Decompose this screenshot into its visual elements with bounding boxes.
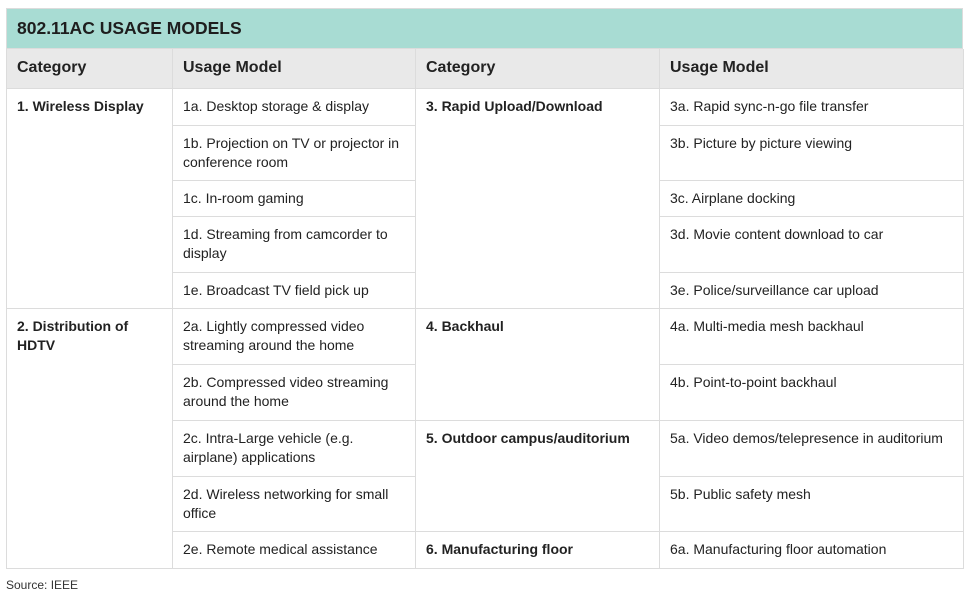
usage-model-cell: 1a. Desktop storage & display	[173, 89, 416, 126]
usage-model-cell: 3b. Picture by picture viewing	[660, 126, 964, 181]
usage-model-cell: 2c. Intra-Large vehicle (e.g. airplane) …	[173, 421, 416, 477]
usage-model-cell: 1d. Streaming from camcorder to display	[173, 217, 416, 273]
category-cell: 5. Outdoor campus/auditorium	[416, 421, 660, 532]
usage-model-cell: 5b. Public safety mesh	[660, 477, 964, 532]
header-category-left: Category	[7, 49, 173, 89]
category-cell: 4. Backhaul	[416, 309, 660, 421]
category-cell: 6. Manufacturing floor	[416, 532, 660, 569]
usage-model-cell: 2e. Remote medical assistance	[173, 532, 416, 569]
header-usage-model-right: Usage Model	[660, 49, 964, 89]
usage-model-cell: 1b. Projection on TV or projector in con…	[173, 126, 416, 181]
header-usage-model-left: Usage Model	[173, 49, 416, 89]
usage-model-cell: 3e. Police/surveillance car upload	[660, 273, 964, 309]
usage-model-cell: 3a. Rapid sync-n-go file transfer	[660, 89, 964, 126]
usage-model-cell: 3d. Movie content download to car	[660, 217, 964, 273]
usage-models-table: 802.11AC USAGE MODELS Category Usage Mod…	[6, 8, 964, 569]
source-note: Source: IEEE	[6, 578, 79, 592]
usage-model-cell: 3c. Airplane docking	[660, 181, 964, 217]
usage-model-cell: 5a. Video demos/telepresence in auditori…	[660, 421, 964, 477]
table-title: 802.11AC USAGE MODELS	[6, 8, 963, 48]
usage-model-cell: 2b. Compressed video streaming around th…	[173, 365, 416, 421]
usage-model-cell: 4a. Multi-media mesh backhaul	[660, 309, 964, 365]
usage-model-cell: 4b. Point-to-point backhaul	[660, 365, 964, 421]
usage-model-cell: 1c. In-room gaming	[173, 181, 416, 217]
table-grid: Category Usage Model Category Usage Mode…	[6, 48, 964, 569]
category-cell: 3. Rapid Upload/Download	[416, 89, 660, 309]
usage-model-cell: 2d. Wireless networking for small office	[173, 477, 416, 532]
category-cell: 1. Wireless Display	[7, 89, 173, 309]
usage-model-cell: 1e. Broadcast TV field pick up	[173, 273, 416, 309]
header-category-right: Category	[416, 49, 660, 89]
usage-model-cell: 6a. Manufacturing floor automation	[660, 532, 964, 569]
category-cell: 2. Distribution of HDTV	[7, 309, 173, 569]
usage-model-cell: 2a. Lightly compressed video streaming a…	[173, 309, 416, 365]
